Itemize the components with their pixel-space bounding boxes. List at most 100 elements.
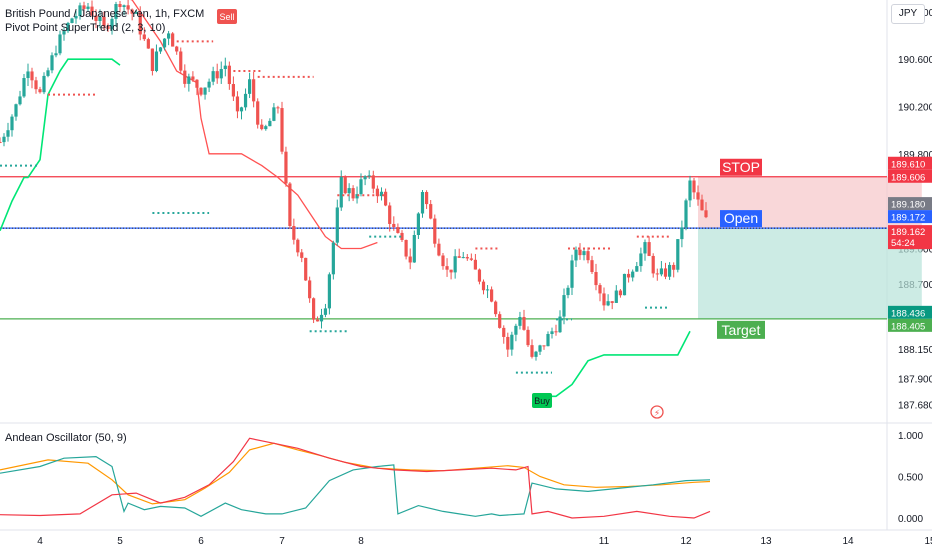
- candle: [400, 232, 404, 240]
- candle: [388, 205, 392, 224]
- candle: [606, 301, 610, 306]
- candle: [74, 16, 78, 19]
- candle: [408, 256, 412, 263]
- candle: [158, 47, 163, 52]
- candle: [420, 192, 425, 214]
- buy-signal-bg: [532, 393, 552, 408]
- candle: [235, 96, 240, 112]
- candle: [191, 76, 195, 80]
- candle: [14, 104, 18, 117]
- osc-tick-label: 1.000: [898, 431, 923, 442]
- candle: [162, 38, 167, 48]
- target-axis-label: 188.405: [891, 321, 925, 332]
- candle: [590, 260, 594, 273]
- candle: [404, 239, 408, 257]
- candle: [22, 78, 26, 97]
- candle: [86, 6, 90, 9]
- sell-signal-bg: [217, 9, 237, 24]
- candle: [46, 70, 50, 76]
- candle: [195, 79, 199, 88]
- candle: [211, 71, 215, 82]
- candle: [58, 34, 62, 54]
- candle: [449, 269, 453, 273]
- supertrend-up-line: [0, 58, 121, 232]
- y-tick-label: 187.900: [898, 375, 932, 386]
- candle: [276, 107, 280, 109]
- candle: [106, 26, 110, 29]
- y-tick-label: 190.600: [898, 55, 932, 66]
- candle: [647, 242, 651, 256]
- candle: [490, 289, 494, 302]
- candle: [692, 180, 696, 193]
- x-tick-label: 5: [117, 536, 123, 547]
- stop-axis-label-2-bg: [888, 156, 932, 170]
- candle: [98, 17, 102, 22]
- last-price-axis-label-bg: [888, 197, 932, 211]
- candle: [461, 257, 465, 259]
- candle: [429, 204, 433, 219]
- candle: [130, 9, 134, 14]
- candle: [502, 327, 506, 337]
- stop-axis-label-2: 189.610: [891, 159, 925, 170]
- candle: [203, 87, 207, 95]
- candle: [114, 4, 118, 19]
- candle: [367, 175, 371, 177]
- stop-axis-label: 189.606: [891, 172, 925, 183]
- osc-tick-label: 0.000: [898, 514, 923, 525]
- candle: [42, 75, 46, 93]
- osc-bull-line: [0, 455, 711, 517]
- alert-icon: [650, 405, 664, 419]
- candle: [688, 180, 692, 201]
- target-axis-label-bg: [888, 318, 932, 332]
- x-tick-label: 14: [842, 536, 854, 547]
- candle: [167, 33, 171, 39]
- candle: [351, 188, 355, 199]
- candle: [453, 256, 457, 273]
- candle: [347, 188, 351, 194]
- candle: [384, 191, 388, 206]
- currency-selector[interactable]: JPY: [891, 4, 925, 24]
- candle: [704, 210, 708, 218]
- candle: [315, 319, 320, 322]
- candle: [207, 81, 211, 88]
- candle: [602, 293, 606, 306]
- candle: [2, 136, 6, 143]
- candle: [78, 5, 82, 17]
- candle: [672, 264, 676, 270]
- candle: [379, 191, 384, 197]
- candle: [6, 130, 10, 137]
- candle: [26, 71, 30, 79]
- candle: [506, 336, 510, 350]
- candle: [514, 325, 518, 335]
- stop-tag-label: STOP: [722, 159, 760, 175]
- x-tick-label: 11: [599, 536, 610, 547]
- candle: [396, 227, 400, 233]
- candle: [663, 268, 668, 277]
- candle: [110, 18, 114, 29]
- candle: [300, 252, 304, 258]
- candle: [684, 200, 688, 228]
- bid-axis-label: 189.162: [891, 227, 925, 238]
- candle: [54, 53, 58, 56]
- candle: [312, 298, 316, 320]
- supertrend-down-line: [130, 0, 378, 250]
- supertrend-up-line: [532, 330, 691, 398]
- candle: [622, 273, 627, 296]
- candle: [359, 179, 363, 195]
- candle: [66, 22, 70, 32]
- candle: [700, 199, 704, 211]
- candle: [268, 120, 272, 127]
- candle: [327, 274, 331, 309]
- open-axis-label: 189.172: [891, 213, 925, 224]
- candle: [510, 334, 514, 350]
- target-axis-label-2-bg: [888, 305, 932, 319]
- alert-icon-glyph: ⚡: [654, 409, 660, 419]
- candle: [538, 345, 542, 352]
- candle: [526, 329, 530, 346]
- candle: [668, 264, 672, 277]
- candle: [134, 12, 138, 14]
- osc-bear-line: [0, 437, 711, 519]
- candle: [445, 266, 449, 270]
- candle: [183, 70, 187, 84]
